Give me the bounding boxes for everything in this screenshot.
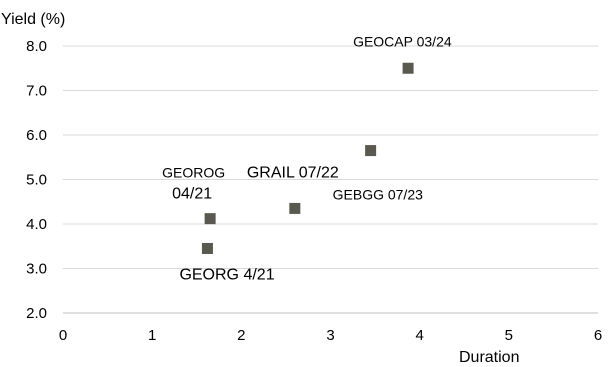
y-tick-label: 2.0 bbox=[26, 305, 47, 322]
data-point-geocap-03-24 bbox=[402, 62, 414, 74]
x-tick-label: 1 bbox=[148, 327, 156, 344]
y-tick-label: 6.0 bbox=[26, 127, 47, 144]
x-tick-label: 2 bbox=[237, 327, 245, 344]
x-tick-labels: 0 1 2 3 4 5 6 bbox=[59, 327, 602, 344]
x-tick-label: 0 bbox=[59, 327, 67, 344]
point-label: GEOCAP 03/24 bbox=[353, 33, 452, 49]
x-axis-title: Duration bbox=[459, 349, 519, 366]
x-tick-label: 5 bbox=[505, 327, 513, 344]
point-label: GEORG 4/21 bbox=[179, 266, 274, 283]
y-tick-label: 8.0 bbox=[26, 38, 47, 55]
y-tick-label: 3.0 bbox=[26, 261, 47, 278]
data-point-grail-07-22 bbox=[289, 202, 301, 214]
x-tick-label: 6 bbox=[594, 327, 602, 344]
point-label: GRAIL 07/22 bbox=[247, 164, 339, 181]
y-axis-title: Yield (%) bbox=[1, 11, 65, 28]
point-labels: GEORG 4/21 GEOROG 04/21 GRAIL 07/22 GEBGG 07… bbox=[162, 33, 452, 283]
gridlines bbox=[63, 45, 598, 269]
y-tick-labels: 2.0 3.0 4.0 5.0 6.0 7.0 8.0 bbox=[26, 38, 47, 322]
data-point-gebgg-07-23 bbox=[365, 145, 377, 157]
point-label: GEBGG 07/23 bbox=[333, 187, 423, 203]
data-point-georog-04-21 bbox=[204, 213, 216, 225]
point-label: GEOROG 04/21 bbox=[162, 165, 225, 203]
x-tick-label: 4 bbox=[415, 327, 423, 344]
y-tick-label: 4.0 bbox=[26, 216, 47, 233]
y-tick-label: 7.0 bbox=[26, 83, 47, 100]
y-tick-label: 5.0 bbox=[26, 172, 47, 189]
data-points bbox=[201, 62, 414, 254]
data-point-georg-4-21 bbox=[201, 242, 213, 254]
x-tick-label: 3 bbox=[326, 327, 334, 344]
